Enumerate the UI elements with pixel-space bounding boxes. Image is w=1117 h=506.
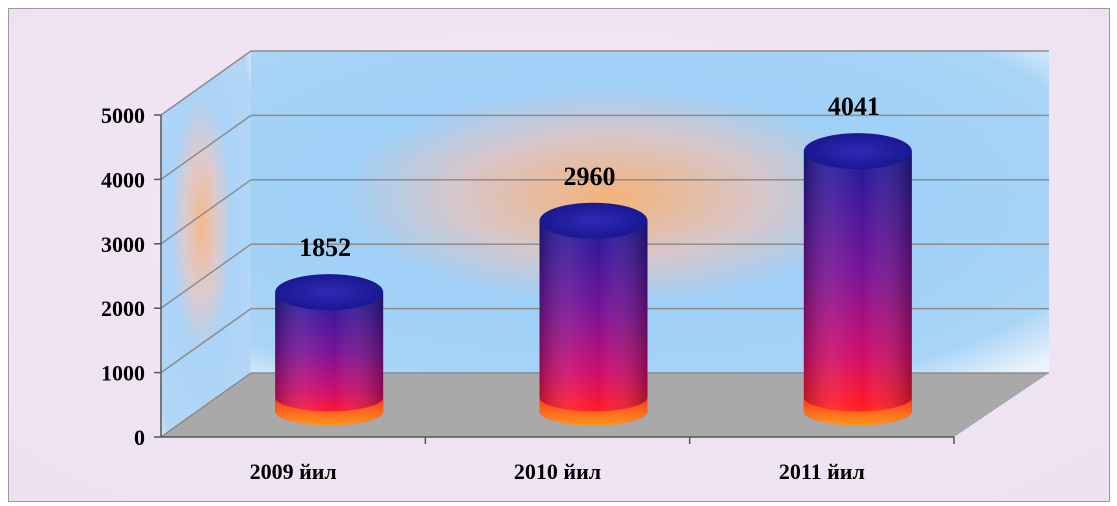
data-label: 2960 xyxy=(564,162,616,191)
gridline-diagonal xyxy=(160,307,252,374)
y-tick-label: 3000 xyxy=(101,232,145,257)
gridline-diagonal xyxy=(160,179,252,245)
y-tick-label: 5000 xyxy=(101,103,145,128)
bar-base xyxy=(539,397,648,426)
data-label: 4041 xyxy=(828,92,880,121)
y-tick-label: 1000 xyxy=(101,361,145,386)
bar-top xyxy=(275,274,384,311)
x-tick-label: 2011 йил xyxy=(779,459,865,484)
gridline-diagonal xyxy=(160,243,252,309)
bar-top xyxy=(803,133,912,170)
y-tick-label: 4000 xyxy=(101,167,145,192)
bar-base xyxy=(275,397,384,426)
bar-shade xyxy=(803,151,912,426)
bar-base xyxy=(803,397,912,426)
gridline-diagonal xyxy=(160,50,252,116)
data-label: 1852 xyxy=(299,233,351,262)
gridline-diagonal xyxy=(160,114,252,181)
gridline-diagonal xyxy=(160,372,252,438)
x-tick-label: 2010 йил xyxy=(514,459,601,484)
chart-frame: 0 1000 2000 3000 4000 5000 1852 2009 йил 2960 201… xyxy=(8,8,1110,502)
y-tick-label: 0 xyxy=(134,425,145,450)
side-wall xyxy=(161,51,251,437)
bar-shade xyxy=(539,220,648,426)
bar-top xyxy=(539,202,648,239)
x-tick-label: 2009 йил xyxy=(250,459,337,484)
bar-chart: 0 1000 2000 3000 4000 5000 1852 2009 йил 2960 201… xyxy=(101,50,1049,484)
y-tick-label: 2000 xyxy=(101,296,145,321)
bar-shade xyxy=(275,292,384,426)
